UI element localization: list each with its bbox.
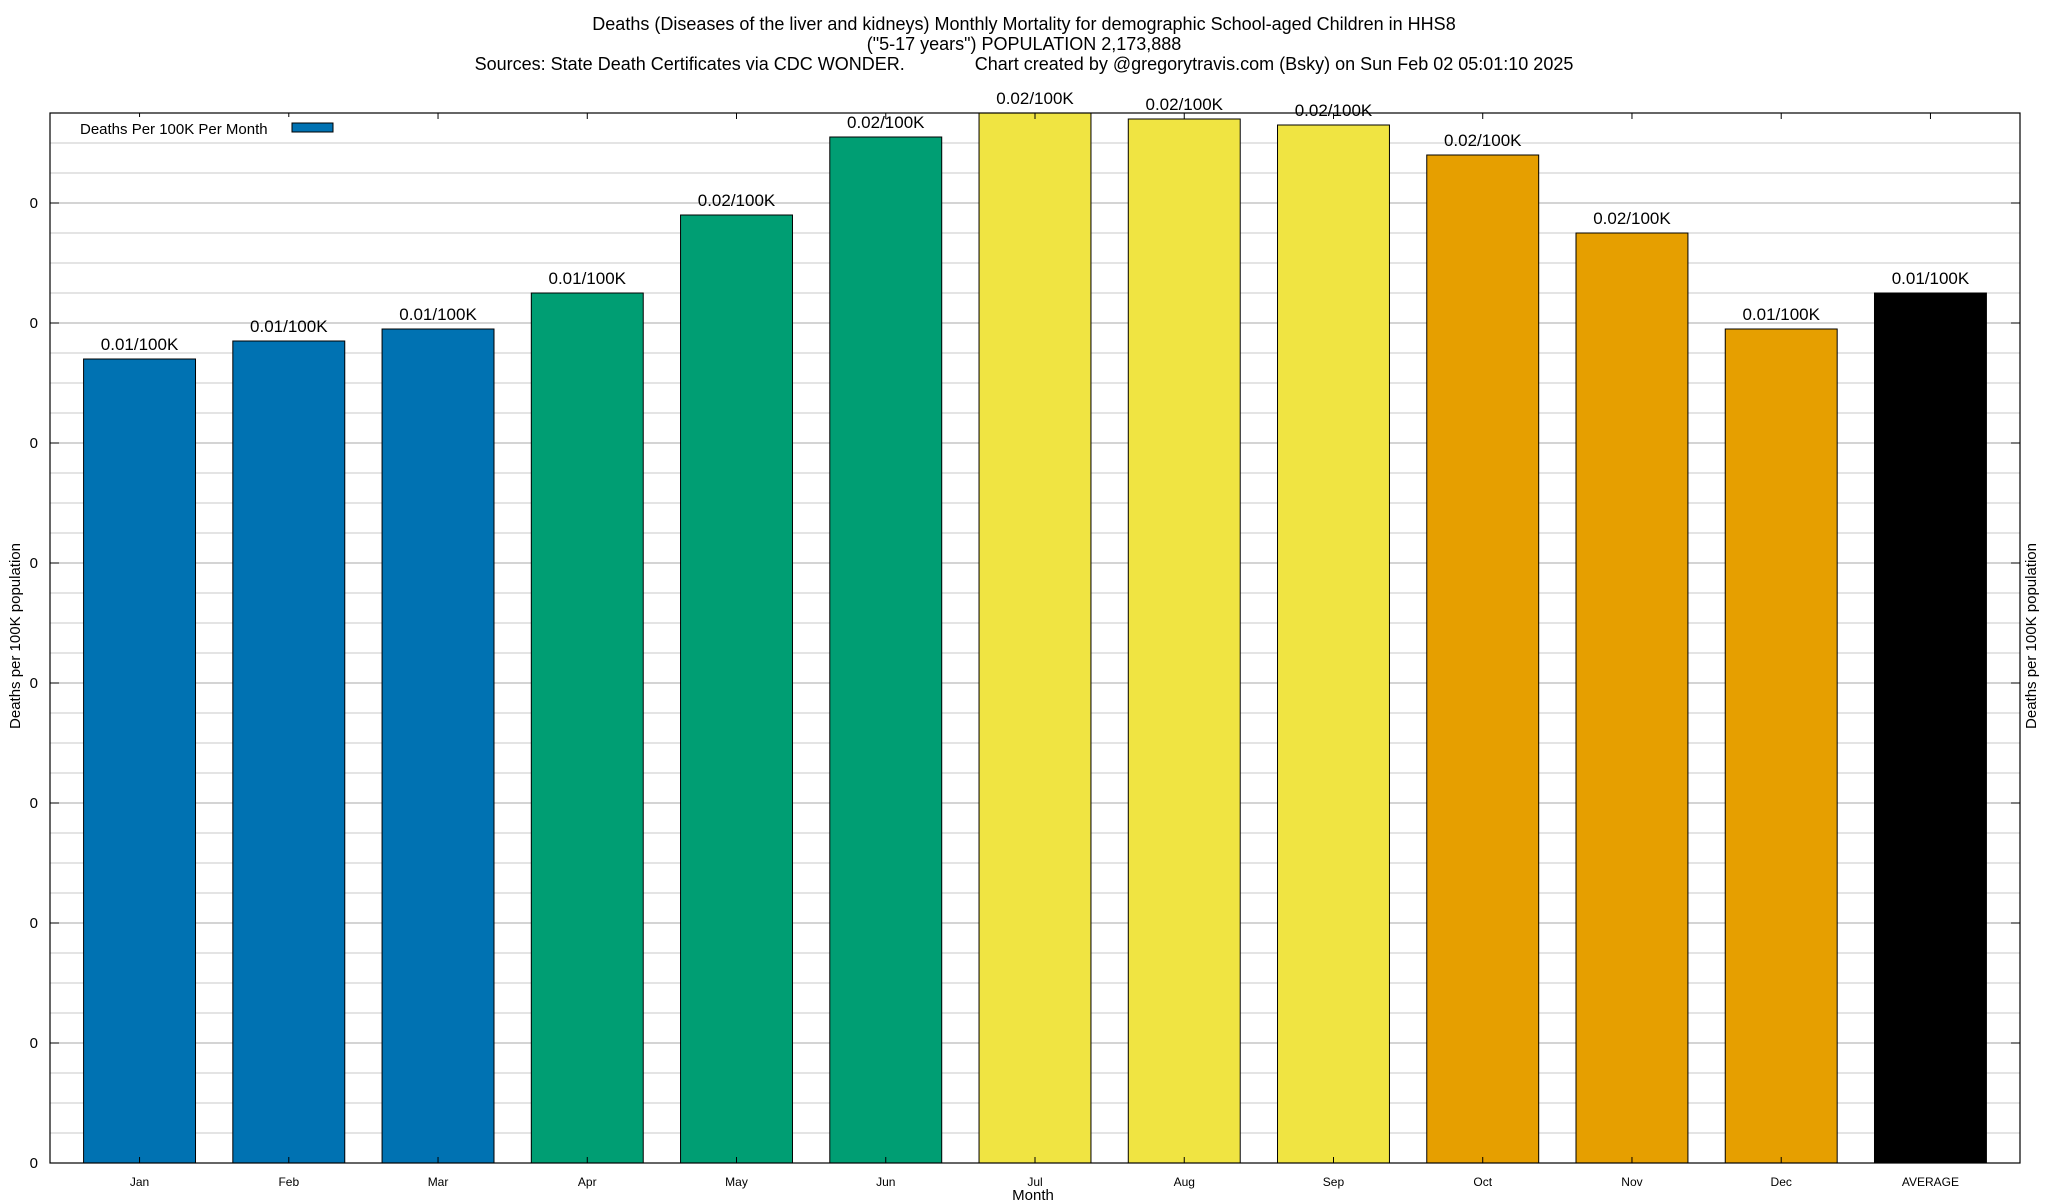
- x-tick-label: Oct: [1473, 1175, 1492, 1189]
- value-labels: 0.01/100K 0.01/100K 0.01/100K 0.01/100K 0.02…: [101, 89, 1970, 354]
- title-line-3: Sources: State Death Certificates via CD…: [474, 54, 1574, 74]
- bar-apr: [530, 292, 644, 1164]
- x-tick-label: Mar: [428, 1175, 449, 1189]
- x-tick-label: Sep: [1323, 1175, 1345, 1189]
- bar-nov: [1575, 232, 1689, 1164]
- bar-value-label: 0.01/100K: [399, 305, 477, 324]
- y-tick-label: 0: [30, 315, 38, 332]
- plot-frame: [49, 112, 2021, 1164]
- y-axis-title: Deaths per 100K population: [7, 543, 24, 729]
- x-tick-label: Dec: [1771, 1175, 1792, 1189]
- bar-jul: [978, 112, 1092, 1164]
- x-tick-label: Feb: [278, 1175, 299, 1189]
- x-tick-label: May: [725, 1175, 748, 1189]
- bar-average: [1873, 292, 1987, 1164]
- x-tick-label: Aug: [1174, 1175, 1195, 1189]
- x-tick-label: Nov: [1621, 1175, 1642, 1189]
- bar-oct: [1426, 154, 1540, 1164]
- x-tick-label: AVERAGE: [1902, 1175, 1959, 1189]
- y-tick-label: 0: [30, 195, 38, 212]
- y-tick-label: 0: [30, 435, 38, 452]
- bar-value-label: 0.02/100K: [847, 113, 925, 132]
- y-tick-label: 0: [30, 1155, 38, 1172]
- y-axis-title-right: Deaths per 100K population: [2023, 543, 2040, 729]
- chart-title: Deaths (Diseases of the liver and kidney…: [0, 14, 2048, 74]
- bars: [83, 112, 1987, 1164]
- y-tick-label: 0: [30, 915, 38, 932]
- x-axis-title: Month: [1012, 1187, 1054, 1200]
- bar-aug: [1127, 118, 1241, 1164]
- bar-may: [680, 214, 793, 1164]
- bar-value-label: 0.01/100K: [101, 335, 179, 354]
- y-tick-label: 0: [30, 675, 38, 692]
- legend-label: Deaths Per 100K Per Month: [80, 121, 268, 138]
- bar-value-label: 0.02/100K: [1295, 101, 1373, 120]
- title-line-2: ("5-17 years") POPULATION 2,173,888: [866, 34, 1182, 54]
- y-tick-label: 0: [30, 795, 38, 812]
- bar-value-label: 0.02/100K: [996, 89, 1074, 108]
- legend-swatch: [291, 122, 334, 133]
- bar-feb: [232, 340, 346, 1164]
- y-tick-label: 0: [30, 1035, 38, 1052]
- bar-mar: [381, 328, 495, 1164]
- bar-value-label: 0.01/100K: [1892, 269, 1970, 288]
- bar-value-label: 0.02/100K: [698, 191, 776, 210]
- axes: 0 0 0 0 0 0 0 0 0 Jan Feb Mar Apr May Jun Jul Aug Sep Oct N…: [30, 112, 2021, 1189]
- x-tick-label: Jan: [130, 1175, 149, 1189]
- x-tick-label: Jun: [876, 1175, 895, 1189]
- bar-value-label: 0.01/100K: [1742, 305, 1820, 324]
- y-tick-label: 0: [30, 555, 38, 572]
- bar-value-label: 0.02/100K: [1593, 209, 1671, 228]
- title-line-1: Deaths (Diseases of the liver and kidney…: [592, 14, 1456, 34]
- x-tick-label: Apr: [578, 1175, 597, 1189]
- legend: Deaths Per 100K Per Month: [72, 117, 342, 141]
- bar-sep: [1277, 124, 1390, 1164]
- bar-value-label: 0.02/100K: [1444, 131, 1522, 150]
- bar-value-label: 0.02/100K: [1145, 95, 1223, 114]
- bar-dec: [1724, 328, 1838, 1164]
- x-tick-label: Jul: [1027, 1175, 1042, 1189]
- bar-value-label: 0.01/100K: [549, 269, 627, 288]
- bar-jan: [83, 358, 197, 1164]
- bar-jun: [829, 136, 943, 1164]
- bar-value-label: 0.01/100K: [250, 317, 328, 336]
